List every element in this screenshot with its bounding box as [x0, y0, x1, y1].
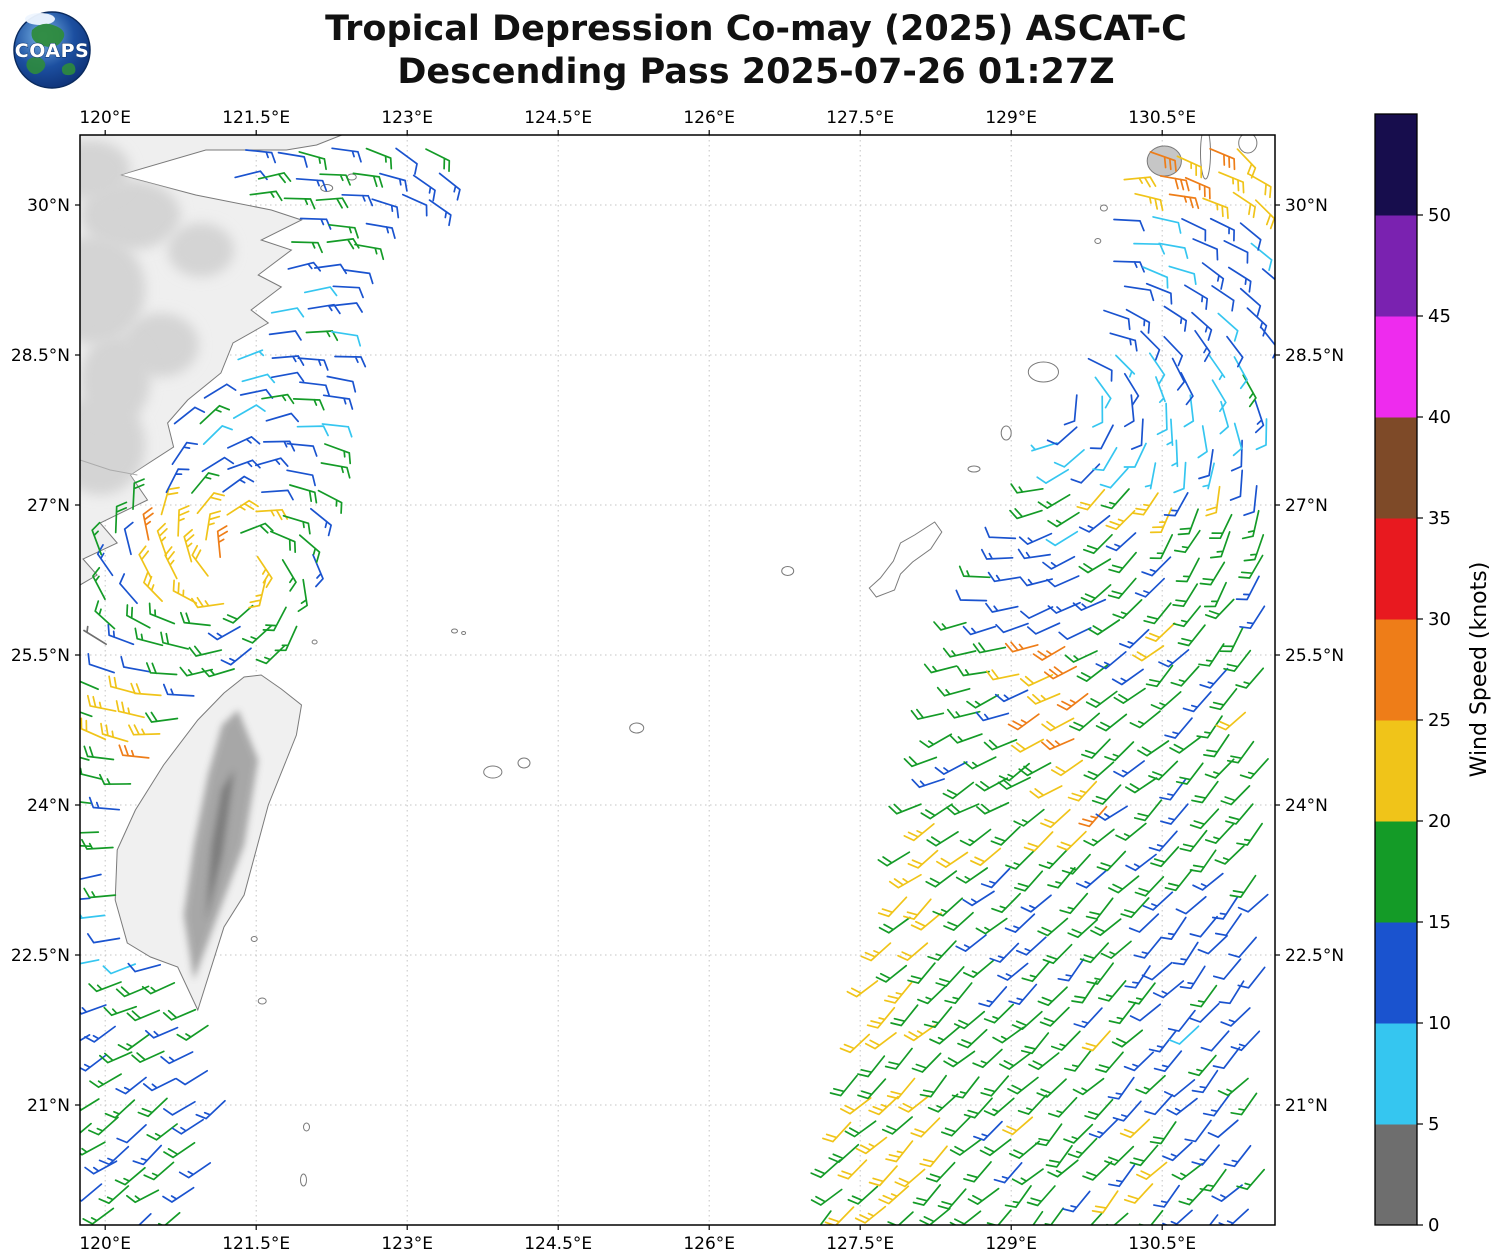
globe-icon: COAPS — [13, 11, 91, 89]
coaps-logo: COAPS — [10, 8, 94, 92]
map-background — [80, 135, 1275, 1225]
island — [1238, 135, 1258, 154]
colorbar-segment — [1375, 215, 1417, 317]
island — [629, 722, 645, 734]
island — [1000, 425, 1012, 441]
island — [1094, 238, 1102, 244]
lon-tick-label-top: 126°E — [683, 108, 735, 128]
lon-tick-label-top: 130.5°E — [1128, 108, 1196, 128]
island — [311, 639, 318, 645]
colorbar-segment — [1375, 1023, 1417, 1125]
x-axis-labels: 120°E 120°E 121.5°E 121.5°E 123°E 123°E 124.5°… — [79, 108, 1196, 1254]
lon-tick-label-bottom: 121.5°E — [222, 1234, 290, 1254]
island — [303, 1122, 310, 1132]
lat-tick-label-right: 25.5°N — [1285, 646, 1344, 666]
lon-tick-label-bottom: 129°E — [985, 1234, 1037, 1254]
lat-tick-label-left: 27°N — [27, 496, 70, 516]
colorbar-tick-label: 45 — [1428, 306, 1451, 327]
colorbar: 0 5 10 15 20 25 30 35 40 45 50 Wind Speed (knots) — [1374, 113, 1492, 1236]
wind-barbs — [80, 147, 1275, 1225]
colorbar-segment — [1375, 720, 1417, 822]
lat-tick-label-left: 30°N — [27, 196, 70, 216]
lon-tick-label-top: 124.5°E — [524, 108, 592, 128]
colorbar-axis-label: Wind Speed (knots) — [1467, 562, 1492, 778]
axis-ticks — [75, 130, 1280, 1230]
colorbar-segment — [1375, 922, 1417, 1024]
colorbar-tick-label: 40 — [1428, 407, 1451, 428]
logo-text: COAPS — [15, 40, 89, 62]
title-line-1: Tropical Depression Co-may (2025) ASCAT-… — [325, 9, 1187, 49]
lon-tick-label-bottom: 123°E — [381, 1234, 433, 1254]
colorbar-segment — [1375, 518, 1417, 620]
lat-tick-label-right: 30°N — [1285, 196, 1328, 216]
island — [1027, 361, 1060, 383]
lat-tick-label-right: 28.5°N — [1285, 346, 1344, 366]
colorbar-segment — [1375, 316, 1417, 418]
island — [1200, 135, 1211, 180]
colorbar-segment — [1375, 1124, 1417, 1226]
axes-frame — [79, 134, 1276, 1226]
lon-tick-label-top: 127.5°E — [826, 108, 894, 128]
island — [483, 765, 503, 779]
lon-tick-label-bottom: 127.5°E — [826, 1234, 894, 1254]
colorbar-ticks: 0 5 10 15 20 25 30 35 40 45 50 — [1417, 205, 1451, 1236]
colorbar-segment — [1375, 114, 1417, 216]
island — [967, 465, 981, 473]
island — [300, 1173, 307, 1187]
island — [320, 184, 334, 192]
plot-title: Tropical Depression Co-may (2025) ASCAT-… — [0, 8, 1512, 93]
island — [461, 631, 467, 635]
colorbar-tick-label: 20 — [1428, 811, 1451, 832]
lat-tick-label-right: 21°N — [1285, 1096, 1328, 1116]
lon-tick-label-top: 121.5°E — [222, 108, 290, 128]
colorbar-tick-label: 15 — [1428, 912, 1451, 933]
lat-tick-label-left: 22.5°N — [11, 946, 70, 966]
title-line-2: Descending Pass 2025-07-26 01:27Z — [397, 51, 1115, 92]
colorbar-tick-label: 50 — [1428, 205, 1451, 226]
lat-tick-label-left: 24°N — [27, 796, 70, 816]
y-axis-labels: 30°N 30°N 28.5°N 28.5°N 27°N 27°N 25.5°N 25.5°N… — [11, 196, 1344, 1116]
island — [250, 936, 258, 942]
lon-tick-label-bottom: 126°E — [683, 1234, 735, 1254]
colorbar-segment — [1375, 619, 1417, 721]
lon-tick-label-top: 120°E — [79, 108, 131, 128]
colorbar-tick-label: 5 — [1428, 1114, 1439, 1135]
island — [868, 521, 943, 598]
lon-tick-label-bottom: 120°E — [79, 1234, 131, 1254]
colorbar-tick-label: 35 — [1428, 508, 1451, 529]
province-boundary — [80, 459, 138, 476]
lon-tick-label-bottom: 130.5°E — [1128, 1234, 1196, 1254]
colorbar-tick-label: 25 — [1428, 710, 1451, 731]
island — [781, 566, 795, 576]
island — [1099, 204, 1108, 212]
lon-tick-label-bottom: 124.5°E — [524, 1234, 592, 1254]
colorbar-tick-label: 10 — [1428, 1013, 1451, 1034]
lat-tick-label-left: 21°N — [27, 1096, 70, 1116]
island — [517, 757, 531, 769]
colorbar-tick-label: 0 — [1428, 1215, 1439, 1236]
colorbar-frame — [1374, 113, 1418, 1226]
coastlines — [80, 135, 1258, 1187]
lat-tick-label-right: 27°N — [1285, 496, 1328, 516]
colorbar-tick-label: 30 — [1428, 609, 1451, 630]
island — [257, 997, 267, 1005]
island — [451, 628, 458, 634]
lat-tick-label-left: 25.5°N — [11, 646, 70, 666]
colorbar-segment — [1375, 821, 1417, 923]
lat-tick-label-right: 22.5°N — [1285, 946, 1344, 966]
lon-tick-label-top: 123°E — [381, 108, 433, 128]
colorbar-segment — [1375, 417, 1417, 519]
lat-tick-label-right: 24°N — [1285, 796, 1328, 816]
lon-tick-label-top: 129°E — [985, 108, 1037, 128]
lat-tick-label-left: 28.5°N — [11, 346, 70, 366]
